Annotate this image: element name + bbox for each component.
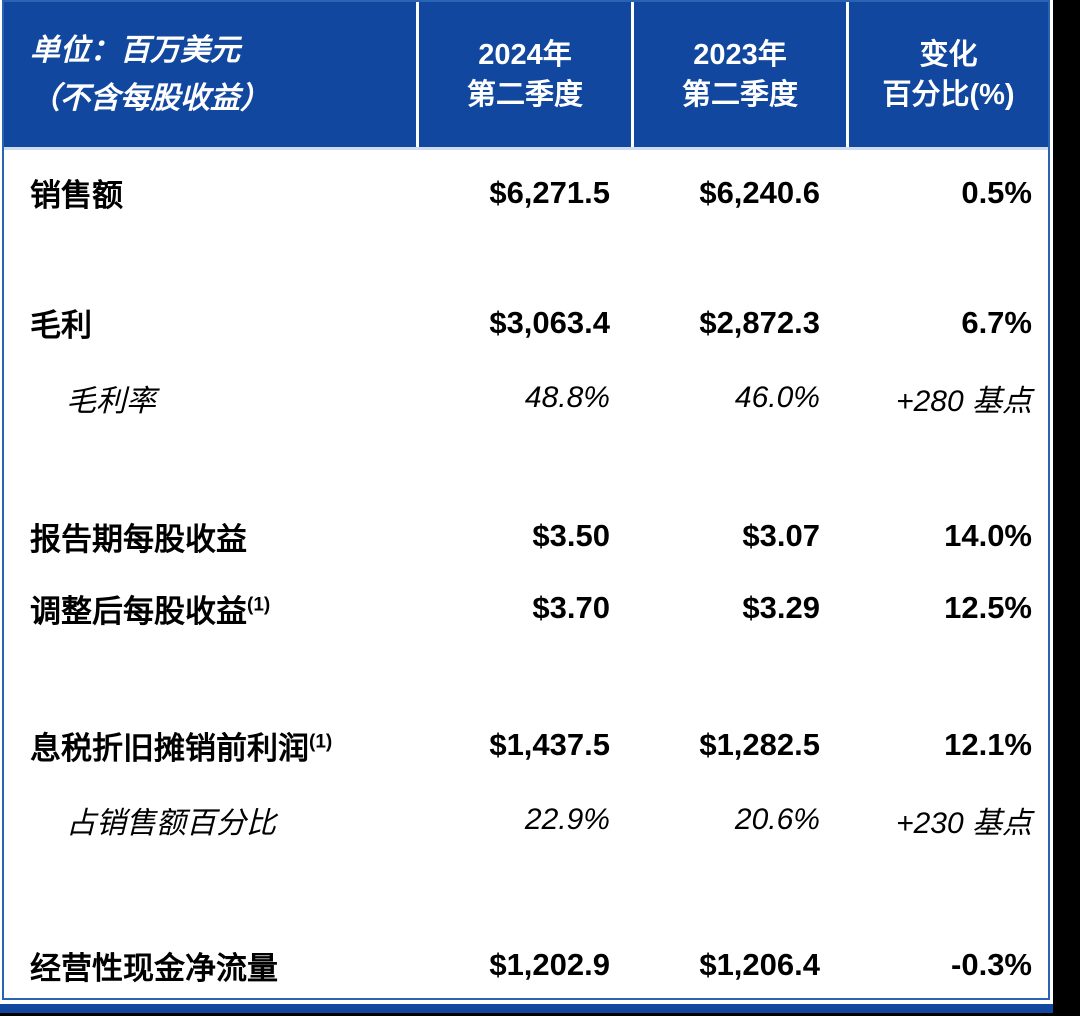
value-2024-q2: $1,437.5 bbox=[489, 727, 610, 762]
slide-background: 单位：百万美元 （不含每股收益） 2024年 第二季度 2023年 第二季度 变… bbox=[0, 0, 1053, 1013]
value-change: 12.5% bbox=[944, 590, 1032, 625]
row-label: 经营性现金净流量 bbox=[4, 943, 416, 988]
row-label-text: 报告期每股收益 bbox=[30, 521, 247, 557]
value-2023-q2: $2,872.3 bbox=[699, 304, 820, 340]
row-label-text: 毛利 bbox=[30, 308, 92, 343]
row-label-text: 占销售额百分比 bbox=[66, 807, 276, 840]
table-body: 销售额 $6,271.5 $6,240.6 0.5% 毛利 $3,063.4 $… bbox=[4, 150, 1048, 1000]
value-change: -0.3% bbox=[951, 947, 1032, 982]
row-label-text: 销售额 bbox=[30, 178, 123, 213]
value-2024-q2: $3.70 bbox=[532, 590, 610, 625]
row-label: 报告期每股收益 bbox=[4, 514, 416, 559]
header-col-unit: 单位：百万美元 （不含每股收益） bbox=[4, 2, 416, 147]
table-row: 占销售额百分比 22.9% 20.6% +230 基点 bbox=[4, 782, 1048, 858]
unit-label-line2: （不含每股收益） bbox=[30, 81, 270, 115]
value-2023-q2: $3.29 bbox=[742, 590, 820, 625]
header-2023-line2: 第二季度 bbox=[681, 78, 798, 111]
value-2023-q2: $3.07 bbox=[742, 518, 820, 553]
table-header: 单位：百万美元 （不含每股收益） 2024年 第二季度 2023年 第二季度 变… bbox=[4, 2, 1048, 150]
value-2024-q2: $1,202.9 bbox=[489, 947, 610, 982]
header-change-line2: 百分比(%) bbox=[882, 78, 1015, 111]
value-2023-q2: 46.0% bbox=[734, 380, 820, 414]
value-2023-q2: $1,206.4 bbox=[699, 947, 820, 982]
value-change: 6.7% bbox=[961, 304, 1032, 340]
value-change: 12.1% bbox=[944, 727, 1032, 762]
row-label-text: 调整后每股收益 bbox=[30, 593, 247, 629]
value-2024-q2: $3,063.4 bbox=[489, 304, 610, 340]
value-2023-q2: 20.6% bbox=[734, 803, 820, 836]
header-2023-line1: 2023年 bbox=[693, 38, 787, 71]
row-label: 毛利率 bbox=[4, 376, 416, 420]
row-label: 毛利 bbox=[4, 300, 416, 345]
value-2023-q2: $1,282.5 bbox=[699, 727, 820, 762]
value-change: +230 基点 bbox=[896, 807, 1032, 840]
footnote-marker: (1) bbox=[309, 731, 333, 753]
value-2023-q2: $6,240.6 bbox=[699, 174, 820, 210]
value-2024-q2: $6,271.5 bbox=[489, 174, 610, 210]
unit-label-line1: 单位：百万美元 bbox=[30, 33, 240, 67]
header-col-2024-q2: 2024年 第二季度 bbox=[416, 2, 631, 147]
table-row: 毛利率 48.8% 46.0% +280 基点 bbox=[4, 360, 1048, 435]
row-label-text: 经营性现金净流量 bbox=[30, 950, 278, 986]
value-change: 0.5% bbox=[961, 174, 1032, 210]
header-2024-line1: 2024年 bbox=[478, 38, 572, 71]
table-row: 经营性现金净流量 $1,202.9 $1,206.4 -0.3% bbox=[4, 930, 1048, 1000]
row-label: 调整后每股收益(1) bbox=[4, 586, 416, 631]
value-2024-q2: 48.8% bbox=[524, 380, 610, 414]
header-2024-line2: 第二季度 bbox=[466, 78, 583, 111]
value-2024-q2: 22.9% bbox=[524, 803, 610, 836]
value-change: 14.0% bbox=[944, 518, 1032, 553]
row-label: 占销售额百分比 bbox=[4, 798, 416, 842]
footer-accent-bar bbox=[0, 1004, 1053, 1013]
financial-results-table: 单位：百万美元 （不含每股收益） 2024年 第二季度 2023年 第二季度 变… bbox=[2, 0, 1050, 1000]
table-row: 销售额 $6,271.5 $6,240.6 0.5% bbox=[4, 150, 1048, 235]
value-change: +280 基点 bbox=[896, 384, 1032, 418]
table-row: 调整后每股收益(1) $3.70 $3.29 12.5% bbox=[4, 572, 1048, 644]
row-label: 息税折旧摊销前利润(1) bbox=[4, 723, 416, 768]
table-row: 报告期每股收益 $3.50 $3.07 14.0% bbox=[4, 500, 1048, 572]
row-label-text: 息税折旧摊销前利润 bbox=[30, 730, 309, 766]
header-col-2023-q2: 2023年 第二季度 bbox=[631, 2, 846, 147]
header-col-change-pct: 变化 百分比(%) bbox=[846, 2, 1048, 147]
value-2024-q2: $3.50 bbox=[532, 518, 610, 553]
row-label-text: 毛利率 bbox=[66, 384, 156, 418]
row-label: 销售额 bbox=[4, 170, 416, 215]
header-change-line1: 变化 bbox=[919, 38, 978, 71]
footnote-marker: (1) bbox=[247, 594, 271, 616]
table-row: 毛利 $3,063.4 $2,872.3 6.7% bbox=[4, 285, 1048, 360]
table-row: 息税折旧摊销前利润(1) $1,437.5 $1,282.5 12.1% bbox=[4, 708, 1048, 782]
